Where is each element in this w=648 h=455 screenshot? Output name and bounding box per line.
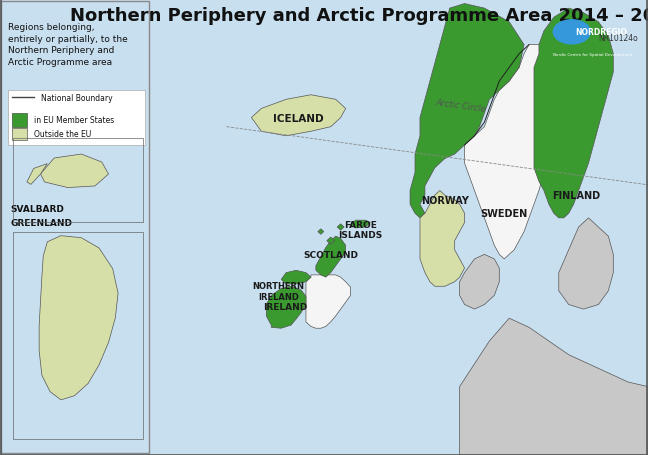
Polygon shape	[459, 318, 648, 455]
Polygon shape	[306, 275, 351, 329]
Text: SCOTLAND: SCOTLAND	[303, 250, 358, 259]
Text: National Boundary: National Boundary	[41, 94, 113, 103]
Text: Nordic Centre for Spatial Development: Nordic Centre for Spatial Development	[553, 53, 632, 56]
Text: ICELAND: ICELAND	[273, 113, 324, 123]
Text: Northern Periphery and Arctic Programme Area 2014 – 2020: Northern Periphery and Arctic Programme …	[70, 7, 648, 25]
Text: NORDREGIO: NORDREGIO	[575, 28, 627, 37]
Polygon shape	[420, 191, 465, 287]
Polygon shape	[410, 5, 524, 218]
Polygon shape	[465, 46, 559, 259]
Polygon shape	[281, 271, 311, 284]
Polygon shape	[327, 238, 335, 245]
Text: NORWAY: NORWAY	[421, 195, 469, 205]
Text: Arctic Circle: Arctic Circle	[435, 97, 486, 113]
Polygon shape	[559, 218, 613, 309]
Polygon shape	[39, 236, 118, 400]
Polygon shape	[27, 164, 47, 185]
Polygon shape	[266, 287, 306, 329]
Text: Regions belonging,
entirely or partially, to the
Northern Periphery and
Arctic P: Regions belonging, entirely or partially…	[8, 23, 128, 67]
Text: NR10124o: NR10124o	[598, 34, 638, 43]
Text: IRELAND: IRELAND	[263, 303, 307, 312]
Text: NORTHERN
IRELAND: NORTHERN IRELAND	[253, 282, 305, 301]
Text: FINLAND: FINLAND	[552, 191, 600, 201]
Bar	[8, 91, 145, 146]
Polygon shape	[251, 96, 345, 136]
Polygon shape	[337, 224, 344, 231]
Polygon shape	[318, 229, 324, 235]
Text: SVALBARD: SVALBARD	[10, 205, 65, 213]
Text: FAROE
ISLANDS: FAROE ISLANDS	[338, 220, 382, 239]
Polygon shape	[316, 237, 345, 278]
Polygon shape	[40, 155, 109, 188]
Polygon shape	[459, 255, 499, 309]
Circle shape	[553, 21, 590, 45]
Text: GREENLAND: GREENLAND	[10, 218, 73, 227]
Bar	[12, 128, 27, 141]
Text: SWEDEN: SWEDEN	[481, 209, 528, 219]
Polygon shape	[351, 221, 371, 228]
Polygon shape	[534, 9, 613, 218]
Bar	[12, 114, 27, 127]
Text: Outside the EU: Outside the EU	[34, 130, 91, 139]
Text: in EU Member States: in EU Member States	[34, 116, 114, 125]
